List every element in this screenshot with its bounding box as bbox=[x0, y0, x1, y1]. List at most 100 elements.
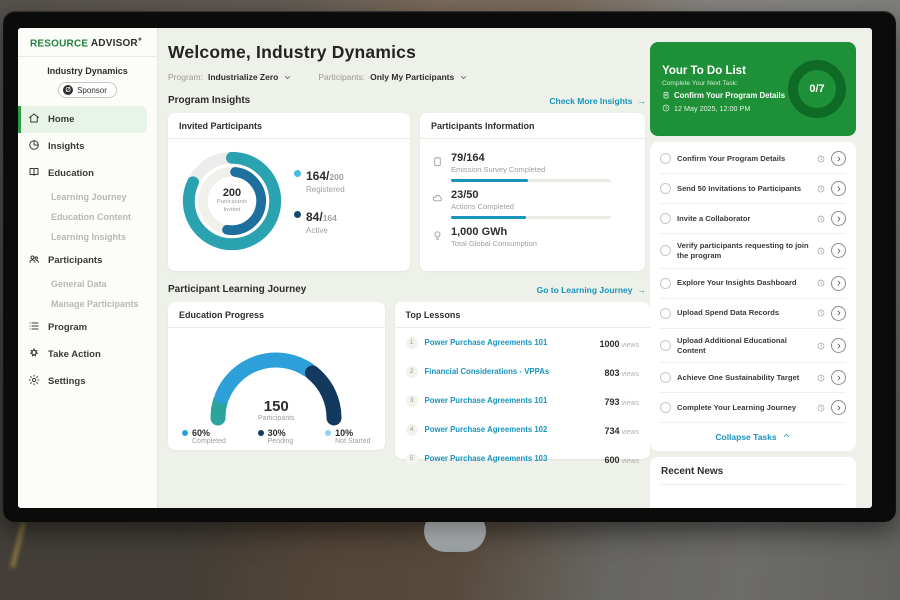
survey-icon bbox=[432, 152, 443, 182]
task-clock-icon bbox=[817, 247, 825, 255]
program-icon bbox=[28, 320, 40, 335]
filter-dropdown-1[interactable]: Participants: Only My Participants bbox=[318, 72, 468, 82]
task-checkbox[interactable] bbox=[660, 213, 671, 224]
task-row[interactable]: Verify participants requesting to join t… bbox=[660, 234, 846, 269]
sidebar-item-learning-insights[interactable]: Learning Insights bbox=[18, 227, 157, 247]
task-open-button[interactable] bbox=[831, 151, 846, 166]
task-open-button[interactable] bbox=[831, 243, 846, 259]
legend-label: Completed bbox=[192, 438, 226, 445]
learning-journey-header: Participant Learning Journey Go to Learn… bbox=[168, 284, 646, 295]
task-open-button[interactable] bbox=[831, 400, 846, 416]
chevron-down-icon bbox=[283, 73, 292, 82]
sidebar-item-participants[interactable]: Participants bbox=[18, 247, 157, 274]
task-clock-icon bbox=[817, 309, 825, 317]
lesson-link[interactable]: Financial Considerations - VPPAs bbox=[424, 367, 550, 376]
card-title: Participants Information bbox=[420, 113, 645, 139]
stat-text: 1,000 GWh Total Global Consumption bbox=[451, 226, 537, 248]
collapse-tasks-link[interactable]: Collapse Tasks bbox=[660, 423, 846, 449]
filter-dropdown-0[interactable]: Program: Industrialize Zero bbox=[168, 72, 292, 82]
todo-title: Your To Do List bbox=[662, 64, 746, 77]
legend-percent: 10% bbox=[335, 428, 354, 438]
legend-percent: 60% bbox=[192, 428, 211, 438]
stat-value: 79/164 bbox=[451, 152, 485, 164]
lesson-rank: 5 bbox=[405, 452, 418, 465]
top-lessons-card: Top Lessons 1 Power Purchase Agreements 1… bbox=[394, 302, 650, 465]
task-checkbox[interactable] bbox=[660, 402, 671, 414]
sidebar-item-insights[interactable]: Insights bbox=[18, 133, 157, 160]
education-progress-card: Education Progress 150 Participants 60% C… bbox=[168, 302, 385, 450]
task-checkbox[interactable] bbox=[660, 340, 671, 352]
chevron-up-icon bbox=[782, 431, 791, 442]
stat-row: 1,000 GWh Total Global Consumption bbox=[432, 226, 633, 248]
task-open-button[interactable] bbox=[831, 181, 846, 196]
todo-subtitle: Complete Your Next Task: bbox=[662, 79, 738, 87]
go-to-learning-journey-link[interactable]: Go to Learning Journey → bbox=[536, 284, 646, 295]
task-checkbox[interactable] bbox=[660, 277, 671, 289]
sidebar-item-education-content[interactable]: Education Content bbox=[18, 207, 157, 227]
settings-icon bbox=[28, 374, 40, 389]
task-checkbox[interactable] bbox=[660, 153, 671, 164]
task-row[interactable]: Confirm Your Program Details bbox=[660, 144, 846, 174]
sidebar-menu: Home Insights Education Learning Journey Edu… bbox=[18, 106, 157, 395]
lesson-row: 3 Power Purchase Agreements 101 793 views bbox=[395, 386, 650, 415]
invited-legend: 164/200 Registered 84/164 Active bbox=[294, 167, 345, 235]
card-title: Top Lessons bbox=[394, 302, 650, 328]
task-open-button[interactable] bbox=[831, 370, 846, 386]
stat-label: Total Global Consumption bbox=[451, 239, 537, 248]
sidebar-item-label: Participants bbox=[48, 255, 103, 267]
progress-fill bbox=[451, 179, 528, 182]
sidebar-item-settings[interactable]: Settings bbox=[18, 368, 157, 395]
task-row[interactable]: Send 50 Invitations to Participants bbox=[660, 174, 846, 204]
filter-label: Program: bbox=[168, 72, 203, 82]
task-checkbox[interactable] bbox=[660, 245, 671, 257]
task-row[interactable]: Upload Additional Educational Content bbox=[660, 329, 846, 364]
task-checkbox[interactable] bbox=[660, 183, 671, 194]
sidebar-item-label: Manage Participants bbox=[51, 299, 139, 310]
task-open-button[interactable] bbox=[831, 338, 846, 354]
task-row[interactable]: Invite a Collaborator bbox=[660, 204, 846, 234]
check-more-insights-link[interactable]: Check More Insights → bbox=[549, 95, 646, 106]
task-row[interactable]: Upload Spend Data Records bbox=[660, 299, 846, 329]
lesson-rank: 3 bbox=[405, 394, 418, 407]
task-clock-icon bbox=[817, 215, 825, 223]
task-label: Upload Spend Data Records bbox=[677, 308, 780, 318]
gauge-center-label: 150 Participants bbox=[257, 398, 295, 422]
task-row[interactable]: Explore Your Insights Dashboard bbox=[660, 269, 846, 299]
task-label: Verify participants requesting to join t… bbox=[677, 241, 809, 260]
legend-value: 84/164 bbox=[306, 210, 337, 224]
task-checkbox[interactable] bbox=[660, 372, 671, 384]
sidebar-item-education[interactable]: Education bbox=[18, 160, 157, 187]
lesson-link[interactable]: Power Purchase Agreements 101 bbox=[424, 396, 548, 405]
lesson-link[interactable]: Power Purchase Agreements 102 bbox=[424, 425, 548, 434]
lesson-row: 5 Power Purchase Agreements 103 600 views bbox=[395, 444, 650, 473]
todo-next-task[interactable]: Confirm Your Program Details bbox=[662, 91, 785, 101]
sidebar-item-home[interactable]: Home bbox=[18, 106, 147, 134]
sidebar-item-learning-journey[interactable]: Learning Journey bbox=[18, 187, 157, 207]
lesson-link[interactable]: Power Purchase Agreements 101 bbox=[424, 338, 548, 347]
sidebar-item-manage-participants[interactable]: Manage Participants bbox=[18, 294, 157, 314]
legend-text: 84/164 Active bbox=[306, 208, 337, 235]
sidebar-item-general-data[interactable]: General Data bbox=[18, 274, 157, 294]
sidebar-item-label: Settings bbox=[48, 376, 86, 388]
task-label: Invite a Collaborator bbox=[677, 213, 751, 223]
legend-text: 60% Completed bbox=[192, 428, 226, 445]
participants-information-card: Participants Information 79/164 Emission … bbox=[420, 113, 645, 271]
sidebar-item-take-action[interactable]: Take Action bbox=[18, 341, 157, 368]
task-open-button[interactable] bbox=[831, 275, 846, 291]
todo-column: Your To Do List Complete Your Next Task:… bbox=[650, 42, 856, 508]
legend-dot bbox=[294, 211, 301, 218]
lesson-link[interactable]: Power Purchase Agreements 103 bbox=[424, 454, 548, 463]
task-checkbox[interactable] bbox=[660, 307, 671, 319]
sidebar-item-program[interactable]: Program bbox=[18, 314, 157, 341]
task-row[interactable]: Achieve One Sustainability Target bbox=[660, 363, 846, 394]
progress-bar bbox=[451, 216, 611, 219]
task-open-button[interactable] bbox=[831, 305, 846, 321]
app-logo: RESOURCE ADVISOR+ bbox=[18, 28, 157, 58]
sidebar-item-label: General Data bbox=[51, 279, 107, 290]
logo-resource: RESOURCE bbox=[30, 38, 89, 50]
task-label: Confirm Your Program Details bbox=[677, 153, 786, 163]
sidebar: RESOURCE ADVISOR+ Industry Dynamics Ø Sp… bbox=[18, 28, 158, 508]
task-row[interactable]: Complete Your Learning Journey bbox=[660, 393, 846, 424]
legend-dot bbox=[294, 170, 301, 177]
task-open-button[interactable] bbox=[831, 211, 846, 226]
